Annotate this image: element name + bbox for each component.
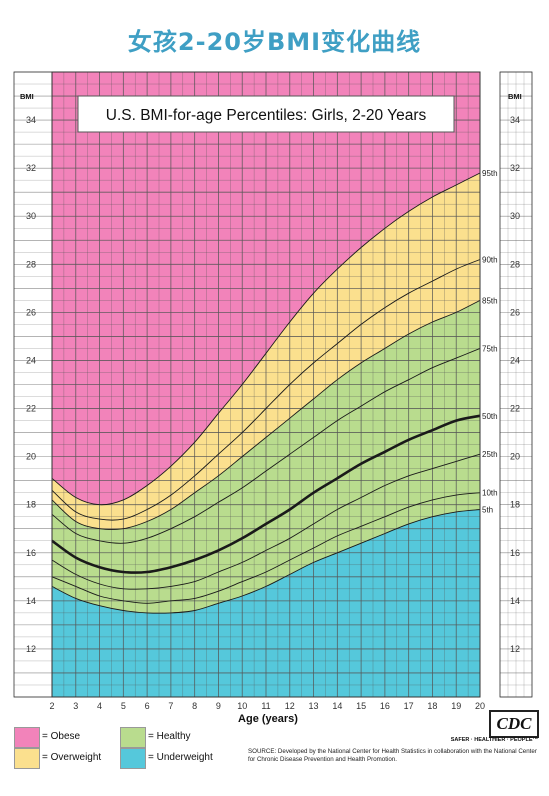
y-tick-label-left: 34: [26, 115, 36, 125]
x-tick-label: 3: [73, 701, 78, 711]
y-tick-label-right: 30: [510, 211, 520, 221]
y-axis-label-left: BMI: [20, 92, 34, 101]
x-tick-label: 9: [216, 701, 221, 711]
x-tick-label: 20: [475, 701, 485, 711]
y-tick-label-left: 18: [26, 500, 36, 510]
percentile-lines: 95th 90th 85th 75th 50th 25th 10th 5th: [51, 169, 498, 614]
y-tick-label-left: 28: [26, 259, 36, 269]
percentile-line-95th: [51, 172, 481, 506]
y-tick-label-right: 32: [510, 163, 520, 173]
legend-swatch-obese: [14, 727, 40, 748]
x-tick-label: 2: [49, 701, 54, 711]
percentile-label-90th: 90th: [482, 256, 498, 265]
percentile-line-5th: [51, 509, 481, 614]
chart-title-box: U.S. BMI-for-age Percentiles: Girls, 2-2…: [77, 95, 455, 133]
x-tick-label: 12: [285, 701, 295, 711]
percentile-label-85th: 85th: [482, 296, 498, 305]
percentile-line-10th: [51, 492, 481, 604]
percentile-label-75th: 75th: [482, 344, 498, 353]
y-tick-label-right: 24: [510, 356, 520, 366]
y-tick-label-left: 26: [26, 307, 36, 317]
percentile-line-85th: [51, 299, 481, 531]
y-tick-label-left: 12: [26, 644, 36, 654]
x-tick-label: 14: [332, 701, 342, 711]
percentile-line-50th: [51, 414, 481, 574]
y-tick-label-left: 14: [26, 596, 36, 606]
percentile-line-75th: [51, 347, 481, 544]
x-tick-label: 13: [309, 701, 319, 711]
x-tick-label: 15: [356, 701, 366, 711]
percentile-label-50th: 50th: [482, 412, 498, 421]
percentile-line-25th: [51, 453, 481, 590]
y-tick-label-right: 34: [510, 115, 520, 125]
legend-label-obese: = Obese: [42, 731, 81, 742]
y-tick-label-right: 26: [510, 307, 520, 317]
source-note: SOURCE: Developed by the National Center…: [248, 748, 537, 763]
y-tick-label-right: 20: [510, 452, 520, 462]
y-axis-label-right: BMI: [508, 92, 522, 101]
x-tick-label: 17: [404, 701, 414, 711]
page-title: 女孩2-20岁BMI变化曲线: [127, 28, 422, 56]
y-tick-label-left: 16: [26, 548, 36, 558]
x-tick-label: 18: [427, 701, 437, 711]
x-tick-label: 5: [121, 701, 126, 711]
x-tick-label: 7: [168, 701, 173, 711]
y-tick-label-left: 22: [26, 404, 36, 414]
right-axis-frame: [499, 71, 533, 698]
legend-swatch-overweight: [14, 748, 40, 769]
percentile-label-5th: 5th: [482, 506, 493, 515]
y-tick-label-right: 18: [510, 500, 520, 510]
percentile-label-10th: 10th: [482, 489, 498, 498]
chart-title: U.S. BMI-for-age Percentiles: Girls, 2-2…: [106, 107, 427, 124]
x-tick-label: 10: [237, 701, 247, 711]
cdc-logo: CDC: [489, 710, 539, 738]
x-axis-label: Age (years): [238, 713, 298, 725]
y-tick-label-left: 32: [26, 163, 36, 173]
percentile-label-95th: 95th: [482, 169, 498, 178]
left-axis-frame: [13, 71, 53, 698]
y-tick-label-left: 24: [26, 356, 36, 366]
percentile-line-90th: [51, 259, 481, 521]
cdc-tagline: SAFER · HEALTHIER · PEOPLE™: [450, 737, 538, 743]
y-tick-label-right: 28: [510, 259, 520, 269]
legend-swatch-healthy: [120, 727, 146, 748]
legend-label-healthy: = Healthy: [148, 731, 191, 742]
y-tick-label-right: 22: [510, 404, 520, 414]
x-tick-label: 8: [192, 701, 197, 711]
x-tick-label: 6: [145, 701, 150, 711]
legend-label-overweight: = Overweight: [42, 752, 102, 763]
x-tick-label: 16: [380, 701, 390, 711]
x-tick-label: 4: [97, 701, 102, 711]
legend-label-underweight: = Underweight: [148, 752, 213, 763]
x-tick-label: 11: [261, 701, 270, 711]
y-tick-label-right: 14: [510, 596, 520, 606]
y-tick-label-left: 20: [26, 452, 36, 462]
y-tick-label-right: 12: [510, 644, 520, 654]
legend-swatch-underweight: [120, 748, 146, 769]
y-tick-label-left: 30: [26, 211, 36, 221]
x-tick-label: 19: [451, 701, 461, 711]
y-tick-label-right: 16: [510, 548, 520, 558]
percentile-label-25th: 25th: [482, 450, 498, 459]
